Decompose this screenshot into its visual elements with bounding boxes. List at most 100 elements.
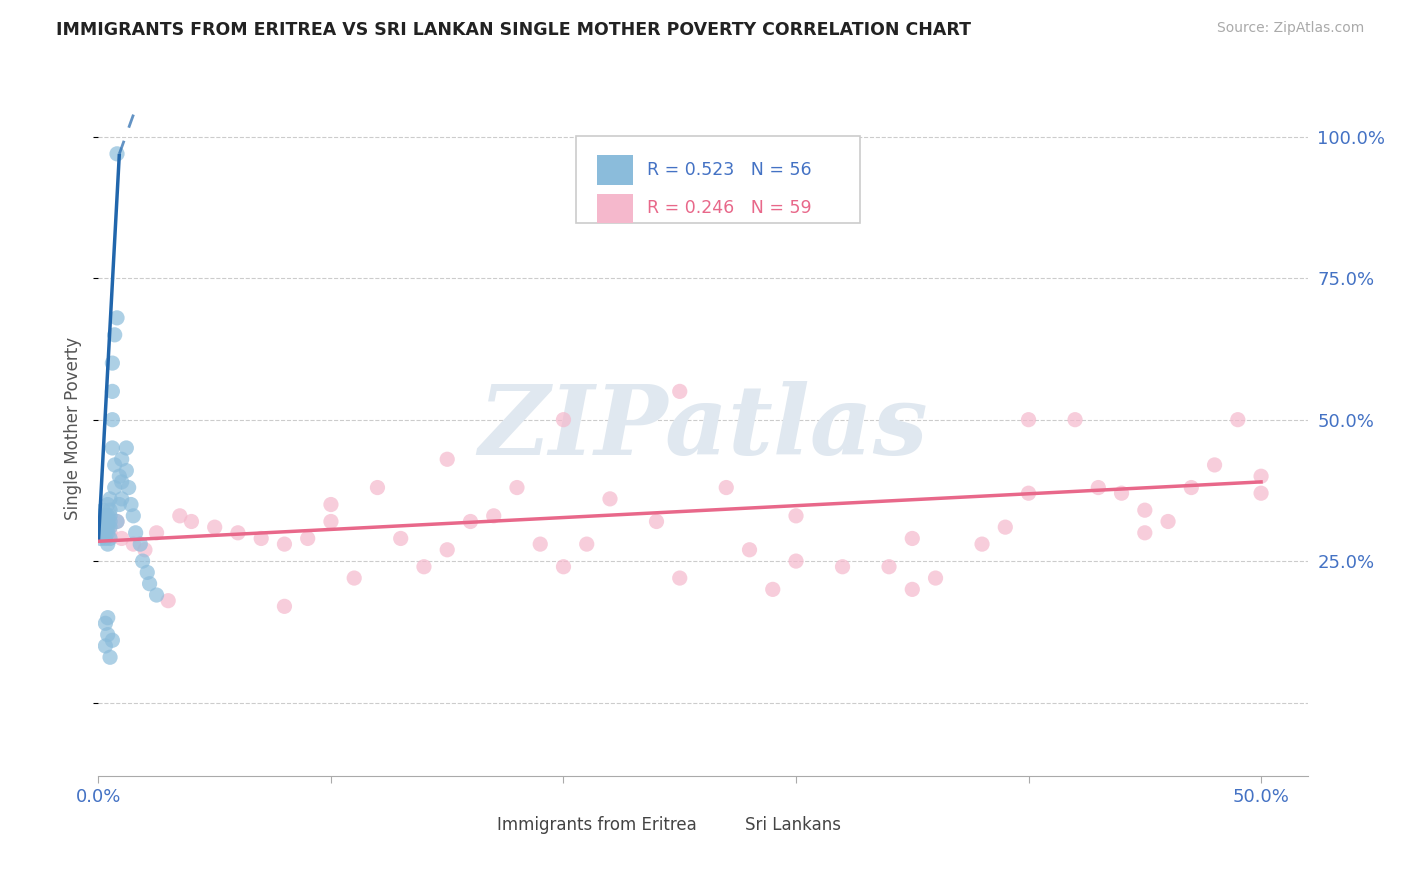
Point bbox=[138, 576, 160, 591]
Point bbox=[108, 469, 131, 483]
Point bbox=[124, 525, 146, 540]
Point bbox=[91, 525, 114, 540]
Point bbox=[90, 520, 112, 534]
Y-axis label: Single Mother Poverty: Single Mother Poverty bbox=[65, 336, 83, 520]
Point bbox=[97, 537, 120, 551]
Text: IMMIGRANTS FROM ERITREA VS SRI LANKAN SINGLE MOTHER POVERTY CORRELATION CHART: IMMIGRANTS FROM ERITREA VS SRI LANKAN SI… bbox=[56, 21, 972, 38]
Point bbox=[104, 458, 127, 472]
Point bbox=[94, 520, 117, 534]
Point bbox=[122, 508, 145, 523]
Point bbox=[105, 515, 128, 529]
Point bbox=[1157, 515, 1180, 529]
Point bbox=[91, 503, 114, 517]
Point bbox=[553, 412, 575, 426]
Point bbox=[104, 481, 127, 495]
Point bbox=[460, 515, 482, 529]
Point bbox=[169, 508, 191, 523]
Point bbox=[924, 571, 946, 585]
Point bbox=[204, 520, 226, 534]
Point bbox=[970, 537, 993, 551]
Point bbox=[122, 537, 145, 551]
Point bbox=[1133, 525, 1156, 540]
Point bbox=[553, 559, 575, 574]
Point bbox=[105, 146, 128, 161]
Point bbox=[98, 503, 121, 517]
Point bbox=[101, 412, 124, 426]
Point bbox=[901, 532, 924, 546]
Point bbox=[1180, 481, 1202, 495]
Point bbox=[482, 508, 505, 523]
Point bbox=[108, 498, 131, 512]
Point bbox=[1250, 486, 1272, 500]
Point bbox=[1018, 412, 1040, 426]
Point bbox=[762, 582, 785, 597]
Point bbox=[1204, 458, 1226, 472]
Point bbox=[668, 384, 690, 399]
Point bbox=[98, 532, 121, 546]
Point bbox=[180, 515, 202, 529]
Text: Sri Lankans: Sri Lankans bbox=[745, 816, 841, 834]
Point bbox=[94, 616, 117, 631]
Point bbox=[297, 532, 319, 546]
Point bbox=[831, 559, 853, 574]
Point bbox=[94, 532, 117, 546]
Bar bbox=[596, 194, 633, 223]
Point bbox=[104, 327, 127, 342]
Point bbox=[145, 525, 167, 540]
Point bbox=[273, 537, 295, 551]
Point bbox=[97, 508, 120, 523]
Point bbox=[97, 610, 120, 624]
Point bbox=[157, 593, 180, 607]
Point bbox=[90, 508, 112, 523]
Point bbox=[98, 508, 121, 523]
Point bbox=[97, 525, 120, 540]
Point bbox=[111, 452, 134, 467]
Point bbox=[319, 498, 342, 512]
Point bbox=[785, 508, 807, 523]
Bar bbox=[685, 814, 734, 835]
Point bbox=[98, 525, 121, 540]
Text: Immigrants from Eritrea: Immigrants from Eritrea bbox=[498, 816, 697, 834]
Text: R = 0.246   N = 59: R = 0.246 N = 59 bbox=[647, 199, 813, 218]
Point bbox=[120, 498, 142, 512]
Point bbox=[1250, 469, 1272, 483]
Point bbox=[529, 537, 551, 551]
Point bbox=[250, 532, 273, 546]
Point bbox=[136, 566, 159, 580]
Point bbox=[118, 481, 141, 495]
Point bbox=[575, 537, 598, 551]
Point bbox=[91, 515, 114, 529]
Point bbox=[111, 491, 134, 506]
Point bbox=[94, 525, 117, 540]
Point bbox=[1226, 412, 1249, 426]
Text: R = 0.523   N = 56: R = 0.523 N = 56 bbox=[647, 161, 813, 179]
Text: Source: ZipAtlas.com: Source: ZipAtlas.com bbox=[1216, 21, 1364, 35]
Point bbox=[226, 525, 249, 540]
Point bbox=[98, 491, 121, 506]
Point bbox=[131, 554, 153, 568]
Point bbox=[599, 491, 621, 506]
Point bbox=[436, 452, 458, 467]
FancyBboxPatch shape bbox=[576, 136, 860, 223]
Point bbox=[901, 582, 924, 597]
Text: ZIPatlas: ZIPatlas bbox=[478, 381, 928, 475]
Point bbox=[1018, 486, 1040, 500]
Point bbox=[645, 515, 668, 529]
Point bbox=[98, 520, 121, 534]
Point bbox=[1111, 486, 1133, 500]
Point bbox=[1064, 412, 1087, 426]
Point bbox=[105, 310, 128, 325]
Point bbox=[97, 498, 120, 512]
Point bbox=[101, 356, 124, 370]
Point bbox=[877, 559, 900, 574]
Point bbox=[785, 554, 807, 568]
Point bbox=[129, 537, 152, 551]
Point bbox=[668, 571, 690, 585]
Point bbox=[98, 650, 121, 665]
Point bbox=[94, 508, 117, 523]
Point bbox=[145, 588, 167, 602]
Point bbox=[716, 481, 738, 495]
Point bbox=[273, 599, 295, 614]
Point bbox=[1087, 481, 1109, 495]
Point bbox=[994, 520, 1017, 534]
